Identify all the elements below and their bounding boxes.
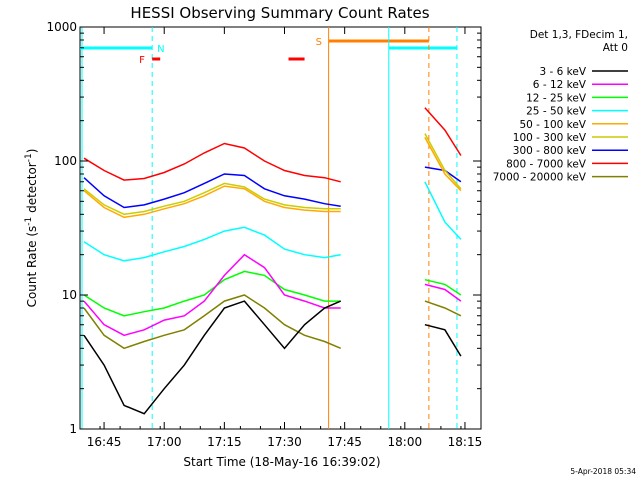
axes: 16:45 17:00 17:15 17:30 17:45 18:00 18:15 1 10 10… — [46, 20, 482, 449]
x-axis-label: Start Time (18-May-16 16:39:02) — [183, 455, 380, 469]
series-line — [83, 294, 341, 350]
timestamp: 5-Apr-2018 05:34 — [570, 467, 636, 476]
series-line — [424, 107, 462, 156]
x-tick-label: 17:30 — [267, 435, 302, 449]
marker-label: N — [157, 44, 164, 55]
x-tick-label: 18:00 — [388, 435, 423, 449]
legend-label: 300 - 800 keV — [513, 145, 587, 157]
series-line — [424, 181, 462, 240]
marker-label: F — [139, 55, 145, 66]
legend-label: 800 - 7000 keV — [506, 158, 587, 170]
series-lines — [83, 107, 462, 415]
series-line — [424, 278, 462, 296]
legend-label: 100 - 300 keV — [513, 132, 587, 144]
x-tick-label: 17:15 — [207, 435, 242, 449]
y-axis-label-sup2: -1 — [24, 153, 34, 162]
y-axis-label-main: Count Rate (s — [25, 226, 39, 308]
legend-label: 12 - 25 keV — [526, 92, 587, 104]
y-tick-label: 10 — [62, 288, 77, 302]
y-tick-label: 100 — [54, 154, 77, 168]
y-axis-label-mid: detector — [25, 162, 39, 217]
plot-frame — [79, 26, 482, 430]
series-line — [83, 142, 341, 183]
y-axis-label-sup1: -1 — [24, 217, 34, 226]
legend-header-1: Det 1,3, FDecim 1, — [530, 29, 628, 41]
series-line — [424, 323, 462, 357]
marker-label: S — [316, 37, 322, 48]
x-tick-label: 18:15 — [448, 435, 483, 449]
series-line — [83, 182, 341, 216]
y-tick-label: 1000 — [46, 20, 77, 34]
series-line — [83, 173, 341, 209]
x-tick-label: 17:00 — [147, 435, 182, 449]
legend-label: 25 - 50 keV — [526, 106, 587, 118]
series-line — [83, 226, 341, 262]
series-line — [424, 133, 462, 190]
x-tick-label: 16:45 — [87, 435, 122, 449]
legend-label: 50 - 100 keV — [519, 119, 586, 131]
y-axis-label-end: ) — [25, 149, 39, 154]
legend-header-2: Att 0 — [603, 42, 628, 54]
legend-label: 3 - 6 keV — [539, 66, 586, 78]
legend-label: 6 - 12 keV — [533, 79, 587, 91]
series-line — [424, 137, 462, 192]
series-line — [424, 283, 462, 302]
observing-markers: N F S — [80, 27, 458, 429]
series-line — [83, 253, 341, 337]
x-tick-label: 17:45 — [327, 435, 362, 449]
y-tick-label: 1 — [69, 422, 77, 436]
series-line — [424, 300, 462, 317]
y-axis-label: Count Rate (s-1 detector-1) — [24, 149, 39, 308]
legend-label: 7000 - 20000 keV — [493, 172, 587, 184]
series-line — [83, 300, 341, 415]
series-line — [83, 185, 341, 219]
chart-title: HESSI Observing Summary Count Rates — [130, 4, 429, 22]
